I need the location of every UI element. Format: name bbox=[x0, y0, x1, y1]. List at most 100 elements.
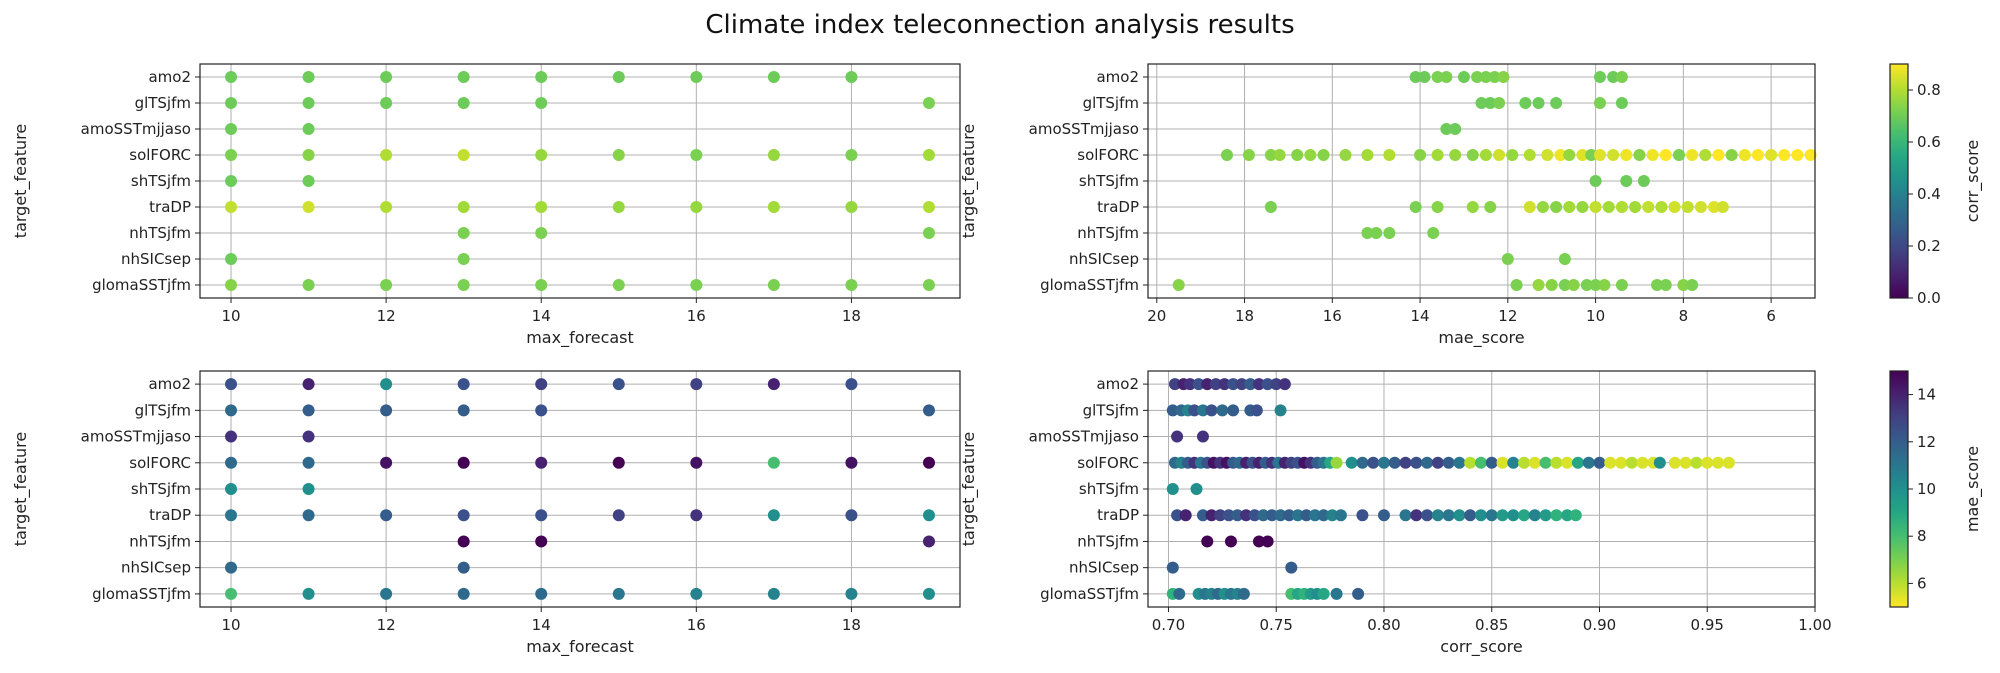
chart-title: Climate index teleconnection analysis re… bbox=[705, 10, 1294, 40]
x-tick-label: 0.85 bbox=[1475, 616, 1508, 634]
data-point bbox=[1383, 149, 1396, 161]
panel-p2: amo2 glTSjfm amoSSTmjjaso solFORC shTSjfm tra… bbox=[959, 63, 1817, 348]
data-point bbox=[1291, 509, 1304, 522]
data-point bbox=[1589, 175, 1602, 187]
data-point bbox=[1496, 509, 1509, 522]
data-point bbox=[1190, 483, 1203, 495]
data-point bbox=[767, 378, 780, 391]
data-point bbox=[1166, 561, 1179, 574]
colorbar-gradient bbox=[1890, 371, 1908, 607]
data-point bbox=[535, 279, 548, 291]
data-point bbox=[1399, 456, 1412, 469]
data-point bbox=[922, 587, 935, 600]
data-point bbox=[1242, 149, 1255, 161]
data-point bbox=[535, 201, 548, 213]
data-point bbox=[1173, 587, 1186, 600]
data-point bbox=[1168, 378, 1181, 391]
x-tick-label: 1.00 bbox=[1798, 616, 1831, 634]
x-tick-label: 18 bbox=[842, 616, 861, 634]
data-point bbox=[1264, 149, 1277, 161]
data-point bbox=[1377, 456, 1390, 469]
data-point bbox=[690, 456, 703, 469]
data-point bbox=[1615, 279, 1628, 291]
data-point bbox=[612, 71, 625, 83]
data-point bbox=[380, 378, 393, 391]
data-point bbox=[1708, 201, 1721, 213]
data-point bbox=[1304, 149, 1317, 161]
data-point bbox=[922, 456, 935, 469]
y-tick-label: solFORC bbox=[1077, 454, 1139, 472]
data-point bbox=[1589, 279, 1602, 291]
data-point bbox=[457, 378, 470, 391]
data-point bbox=[1222, 509, 1235, 522]
data-point bbox=[1274, 404, 1287, 417]
data-point bbox=[1506, 149, 1519, 161]
data-point bbox=[1668, 201, 1681, 213]
y-tick-label: amo2 bbox=[1096, 68, 1139, 86]
colorbar-tick-label: 14 bbox=[1917, 386, 1936, 404]
data-point bbox=[457, 279, 470, 291]
y-tick-label: solFORC bbox=[129, 146, 191, 164]
data-point bbox=[1567, 279, 1580, 291]
y-tick-label: traDP bbox=[149, 198, 191, 216]
data-point bbox=[1582, 456, 1595, 469]
data-point bbox=[690, 149, 703, 161]
x-tick-label: 10 bbox=[221, 307, 240, 325]
data-point bbox=[535, 587, 548, 600]
x-tick-label: 16 bbox=[1323, 307, 1342, 325]
data-point bbox=[457, 71, 470, 83]
data-point bbox=[380, 509, 393, 522]
data-point bbox=[1615, 97, 1628, 109]
y-tick-label: traDP bbox=[1097, 506, 1139, 524]
data-point bbox=[1523, 201, 1536, 213]
data-point bbox=[1431, 71, 1444, 83]
data-point bbox=[1209, 378, 1222, 391]
y-axis-label: target_feature bbox=[11, 432, 31, 546]
data-point bbox=[1231, 509, 1244, 522]
data-point bbox=[1659, 149, 1672, 161]
panel-p1: amo2 glTSjfm amoSSTmjjaso solFORC shTSjfm tra… bbox=[11, 63, 961, 348]
data-point bbox=[612, 149, 625, 161]
x-tick-label: 6 bbox=[1766, 307, 1776, 325]
data-point bbox=[225, 483, 238, 495]
data-point bbox=[1431, 456, 1444, 469]
x-tick-label: 0.80 bbox=[1367, 616, 1400, 634]
y-tick-label: glomaSSTjfm bbox=[1040, 276, 1139, 294]
data-point bbox=[1270, 378, 1283, 391]
data-point bbox=[1257, 509, 1270, 522]
colorbar-tick-label: 10 bbox=[1917, 480, 1936, 498]
data-point bbox=[535, 404, 548, 417]
data-point bbox=[1604, 456, 1617, 469]
x-tick-label: 0.75 bbox=[1260, 616, 1293, 634]
data-point bbox=[1427, 227, 1440, 239]
data-point bbox=[1625, 456, 1638, 469]
data-point bbox=[1528, 509, 1541, 522]
data-point bbox=[1300, 509, 1313, 522]
y-tick-label: shTSjfm bbox=[1079, 480, 1139, 498]
data-point bbox=[380, 97, 393, 109]
data-point bbox=[380, 201, 393, 213]
data-point bbox=[1716, 201, 1729, 213]
x-tick-label: 0.95 bbox=[1691, 616, 1724, 634]
data-point bbox=[1563, 149, 1576, 161]
data-point bbox=[1317, 587, 1330, 600]
data-point bbox=[1497, 71, 1510, 83]
y-tick-label: glomaSSTjfm bbox=[92, 276, 191, 294]
data-point bbox=[767, 279, 780, 291]
colorbar-corr_score: 0.0 0.2 0.4 0.6 0.8 corr_score bbox=[1889, 63, 1983, 307]
data-point bbox=[1681, 201, 1694, 213]
data-point bbox=[1250, 404, 1263, 417]
data-point bbox=[845, 587, 858, 600]
data-point bbox=[767, 71, 780, 83]
data-point bbox=[612, 201, 625, 213]
data-point bbox=[1554, 149, 1567, 161]
data-point bbox=[1485, 509, 1498, 522]
data-point bbox=[1550, 509, 1563, 522]
data-point bbox=[302, 123, 315, 135]
y-tick-label: nhSICsep bbox=[121, 559, 191, 577]
data-point bbox=[1205, 509, 1218, 522]
data-point bbox=[1471, 71, 1484, 83]
data-point bbox=[302, 378, 315, 391]
data-point bbox=[1449, 149, 1462, 161]
data-point bbox=[1677, 279, 1690, 291]
